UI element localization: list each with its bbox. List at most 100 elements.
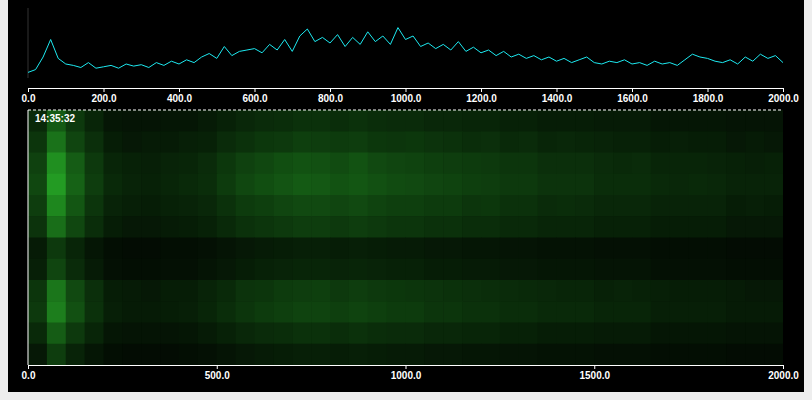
- tick-mark: [28, 88, 29, 92]
- heatmap-cell: [330, 238, 349, 260]
- heatmap-cell: [160, 301, 179, 323]
- heatmap-cell: [47, 153, 66, 175]
- heatmap-cell: [255, 259, 274, 281]
- heatmap-cell: [557, 110, 576, 132]
- heatmap-cell: [28, 238, 47, 260]
- heatmap-cell: [462, 174, 481, 196]
- heatmap-cell: [387, 280, 406, 302]
- heatmap-cell: [273, 238, 292, 260]
- heatmap-cell: [198, 195, 217, 217]
- heatmap-cell: [689, 110, 708, 132]
- heatmap-cell: [47, 323, 66, 345]
- heatmap-cell: [632, 259, 651, 281]
- heatmap-cell: [330, 110, 349, 132]
- heatmap-cell: [670, 238, 689, 260]
- heatmap-cell: [632, 131, 651, 153]
- heatmap-cell: [330, 131, 349, 153]
- heatmap-cell: [387, 238, 406, 260]
- heatmap-cell: [708, 301, 727, 323]
- heatmap-cell: [443, 174, 462, 196]
- heatmap-cell: [104, 216, 123, 238]
- heatmap-cell: [670, 259, 689, 281]
- heatmap-cell: [462, 344, 481, 365]
- heatmap-cell: [292, 238, 311, 260]
- tick-label: 1000.0: [391, 93, 422, 104]
- heatmap-cell: [179, 323, 198, 345]
- heatmap-cell: [575, 301, 594, 323]
- heatmap-cell: [141, 301, 160, 323]
- heatmap-cell: [85, 216, 104, 238]
- tick: 1600.0: [617, 88, 648, 104]
- heatmap-cell: [500, 216, 519, 238]
- heatmap-cell: [292, 259, 311, 281]
- heatmap-cell: [613, 344, 632, 365]
- heatmap-cell: [708, 216, 727, 238]
- heatmap-cell: [198, 259, 217, 281]
- heatmap-cell: [122, 238, 141, 260]
- tick-mark: [28, 365, 29, 369]
- heatmap-cell: [424, 153, 443, 175]
- heatmap-cell: [236, 153, 255, 175]
- heatmap-cell: [28, 195, 47, 217]
- heatmap-cell: [311, 216, 330, 238]
- heatmap-cell: [689, 216, 708, 238]
- heatmap-cell: [557, 323, 576, 345]
- heatmap-cell: [406, 174, 425, 196]
- heatmap-cell: [311, 344, 330, 365]
- heatmap-cell: [122, 153, 141, 175]
- heatmap-cell: [160, 174, 179, 196]
- heatmap-cell: [500, 301, 519, 323]
- heatmap-cell: [481, 344, 500, 365]
- heatmap-cell: [443, 280, 462, 302]
- heatmap-cell: [387, 323, 406, 345]
- heatmap-cell: [198, 323, 217, 345]
- heatmap-cell: [387, 153, 406, 175]
- tick: 1000.0: [391, 365, 422, 381]
- heatmap-cell: [462, 110, 481, 132]
- heatmap-cell: [500, 323, 519, 345]
- tick-mark: [255, 88, 256, 92]
- heatmap-cell: [424, 323, 443, 345]
- heatmap-cell: [613, 153, 632, 175]
- heatmap-cell: [726, 323, 745, 345]
- heatmap-cell: [292, 216, 311, 238]
- heatmap-cell: [632, 153, 651, 175]
- heatmap-cell: [273, 323, 292, 345]
- heatmap-cell: [292, 301, 311, 323]
- tick-label: 1600.0: [617, 93, 648, 104]
- heatmap-cell: [273, 280, 292, 302]
- heatmap-cell: [481, 110, 500, 132]
- heatmap-cell: [538, 216, 557, 238]
- heatmap-cell: [613, 216, 632, 238]
- tick-mark: [406, 88, 407, 92]
- heatmap-cell: [141, 153, 160, 175]
- heatmap-cell: [85, 174, 104, 196]
- heatmap-cell: [47, 280, 66, 302]
- heatmap-cell: [122, 301, 141, 323]
- heatmap-cell: [387, 216, 406, 238]
- heatmap-cell: [519, 301, 538, 323]
- heatmap-cell: [104, 195, 123, 217]
- heatmap-cell: [481, 301, 500, 323]
- heatmap-cell: [311, 280, 330, 302]
- heatmap-cell: [160, 110, 179, 132]
- heatmap-cell: [179, 301, 198, 323]
- tick-mark: [481, 88, 482, 92]
- heatmap-cell: [273, 301, 292, 323]
- heatmap-cell: [726, 195, 745, 217]
- heatmap-cell: [368, 195, 387, 217]
- chart-root: 0.0200.0400.0600.0800.01000.01200.01400.…: [0, 0, 812, 400]
- heatmap-cell: [500, 238, 519, 260]
- heatmap-cell: [198, 238, 217, 260]
- heatmap-cell: [481, 280, 500, 302]
- heatmap-cell: [443, 259, 462, 281]
- tick: 600.0: [242, 88, 267, 104]
- heatmap-cell: [594, 323, 613, 345]
- tick-label: 800.0: [318, 93, 343, 104]
- tick-mark: [783, 88, 784, 92]
- heatmap-cell: [726, 216, 745, 238]
- heatmap-cell: [462, 238, 481, 260]
- heatmap-cell: [462, 259, 481, 281]
- heatmap-cell: [670, 174, 689, 196]
- heatmap-cell: [575, 110, 594, 132]
